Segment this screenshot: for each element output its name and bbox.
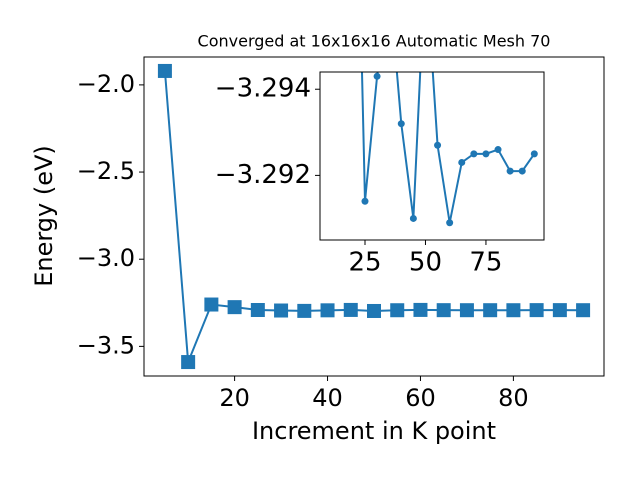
- x-tick-label: 40: [312, 384, 343, 412]
- y-tick-label: −3.292: [215, 160, 311, 190]
- x-tick-label: 60: [405, 384, 436, 412]
- series-line: [360, 72, 536, 223]
- x-tick-label: 25: [348, 248, 381, 278]
- y-tick-label: −3.5: [77, 331, 135, 359]
- plot-area: [320, 72, 544, 240]
- marker: [494, 146, 502, 154]
- plot-frame: [319, 71, 545, 241]
- marker: [576, 303, 591, 318]
- plot-content: [157, 63, 591, 370]
- y-tick-label: −3.0: [77, 244, 135, 272]
- marker: [530, 150, 538, 158]
- x-tick-label: 80: [498, 384, 529, 412]
- marker: [470, 150, 478, 158]
- y-tick-label: −2.0: [77, 70, 135, 98]
- marker: [367, 303, 381, 318]
- x-tick-label: 20: [219, 384, 250, 412]
- plot-frame: [143, 56, 605, 377]
- y-axis-label: Energy (eV): [30, 145, 58, 287]
- marker: [459, 303, 474, 318]
- marker: [274, 303, 289, 318]
- marker: [227, 300, 242, 315]
- x-tick-label: 50: [409, 248, 442, 278]
- marker: [506, 303, 521, 318]
- y-tick-label: −2.5: [77, 157, 135, 185]
- marker: [204, 297, 219, 312]
- marker: [373, 72, 381, 80]
- marker: [320, 303, 335, 318]
- marker: [390, 303, 405, 318]
- marker: [343, 302, 358, 317]
- y-tick-label: −3.294: [215, 74, 311, 104]
- marker: [506, 167, 514, 175]
- marker: [297, 303, 312, 318]
- marker: [436, 303, 451, 318]
- marker: [434, 141, 442, 149]
- marker: [181, 355, 196, 370]
- chart-title: Converged at 16x16x16 Automatic Mesh 70: [198, 32, 551, 51]
- marker: [446, 219, 454, 227]
- marker: [361, 197, 369, 205]
- x-axis-label: Increment in K point: [252, 417, 496, 445]
- marker: [409, 214, 417, 222]
- marker: [397, 120, 405, 128]
- marker: [483, 303, 498, 318]
- marker: [250, 303, 265, 318]
- marker: [413, 302, 428, 317]
- x-tick-label: 75: [469, 248, 502, 278]
- plot-content: [360, 72, 538, 227]
- marker: [552, 303, 567, 318]
- marker: [482, 150, 490, 158]
- marker: [458, 158, 466, 166]
- marker: [518, 167, 526, 175]
- marker: [529, 303, 544, 318]
- marker: [157, 63, 172, 78]
